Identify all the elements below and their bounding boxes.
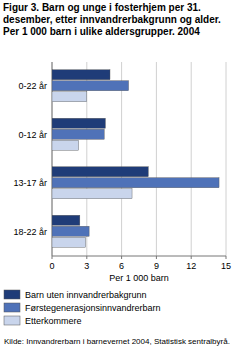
x-axis bbox=[52, 256, 226, 257]
title: Figur 3. Barn og unge i fosterhjem per 3… bbox=[3, 2, 231, 38]
tick-label: 6 bbox=[119, 261, 124, 271]
bar bbox=[52, 237, 86, 247]
bar bbox=[52, 118, 105, 128]
category-label: 0-12 år bbox=[18, 130, 47, 140]
tick-label: 12 bbox=[186, 261, 196, 271]
grid-line bbox=[191, 62, 192, 256]
chart: 0 3 6 9 12 15 0-22 år 0-12 år 13-17 år 18-22 år Pe… bbox=[0, 0, 236, 362]
bar bbox=[52, 215, 80, 225]
legend-label: Etterkommere bbox=[25, 316, 82, 326]
x-axis-label: Per 1 000 barn bbox=[109, 273, 169, 283]
legend-swatch bbox=[4, 303, 20, 312]
bar bbox=[52, 178, 219, 188]
grid-line bbox=[121, 62, 122, 256]
legend-label: Barn uten innvandrerbakgrunn bbox=[25, 290, 147, 300]
source-line: Kilde: Innvandrerbarn i barnevernet 2004… bbox=[4, 337, 230, 346]
bar bbox=[52, 81, 129, 91]
category-label: 13-17 år bbox=[13, 178, 47, 188]
tick-label: 9 bbox=[154, 261, 159, 271]
category-label: 18-22 år bbox=[13, 227, 47, 237]
bar bbox=[52, 70, 110, 80]
bar bbox=[52, 129, 104, 139]
bar bbox=[52, 226, 89, 236]
tick-label: 3 bbox=[84, 261, 89, 271]
tick-label: 0 bbox=[49, 261, 54, 271]
bar bbox=[52, 167, 148, 177]
legend-swatch bbox=[4, 316, 20, 325]
source: Kilde: Innvandrerbarn i barnevernet 2004… bbox=[4, 337, 230, 346]
grid-line bbox=[226, 62, 227, 256]
bar bbox=[52, 189, 132, 199]
tick-label: 15 bbox=[221, 261, 231, 271]
bar bbox=[52, 92, 87, 102]
bar bbox=[52, 140, 79, 150]
category-label: 0-22 år bbox=[18, 81, 47, 91]
grid-line bbox=[156, 62, 157, 256]
legend-label: Førstegenerasjonsinnvandrerbarn bbox=[25, 303, 161, 313]
bars bbox=[52, 70, 219, 248]
legend-swatch bbox=[4, 290, 20, 299]
